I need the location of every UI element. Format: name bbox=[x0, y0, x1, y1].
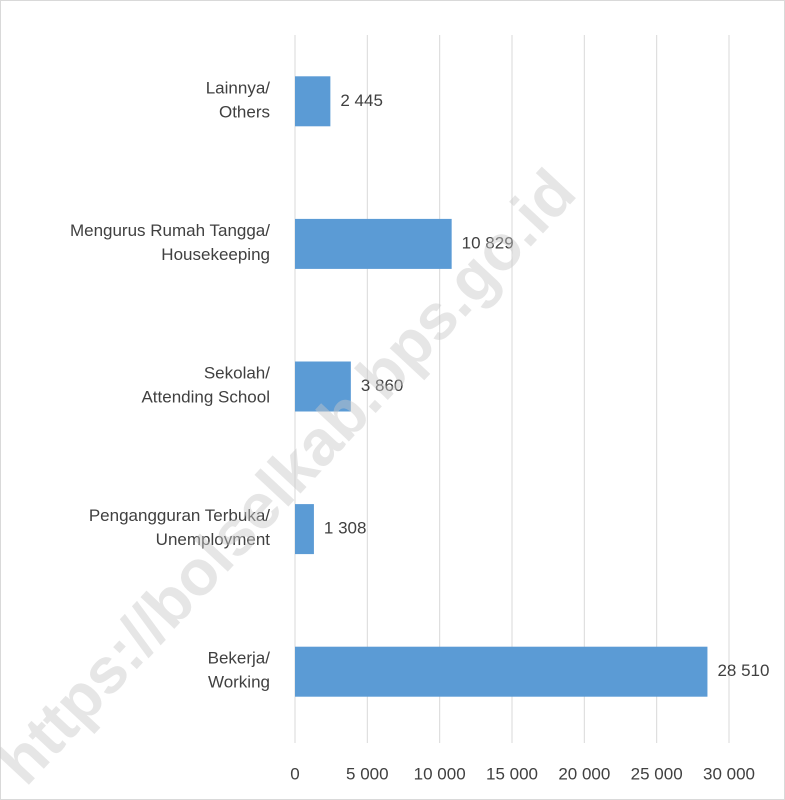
x-tick-label: 5 000 bbox=[346, 764, 389, 783]
y-tick-label: Bekerja/Working bbox=[208, 649, 271, 692]
bar bbox=[295, 76, 331, 127]
data-label: 3 860 bbox=[361, 376, 404, 395]
bar bbox=[295, 504, 314, 555]
x-tick-label: 20 000 bbox=[558, 764, 610, 783]
bar bbox=[295, 646, 708, 697]
bar bbox=[295, 361, 351, 412]
y-tick-label: Lainnya/Others bbox=[206, 79, 271, 122]
data-label: 10 829 bbox=[462, 233, 514, 252]
y-tick-label: Sekolah/Attending School bbox=[141, 364, 270, 407]
x-tick-label: 30 000 bbox=[703, 764, 755, 783]
x-tick-label: 0 bbox=[290, 764, 299, 783]
x-tick-label: 25 000 bbox=[631, 764, 683, 783]
data-label: 2 445 bbox=[340, 91, 383, 110]
y-tick-label: Pengangguran Terbuka/Unemployment bbox=[89, 507, 270, 550]
bar bbox=[295, 218, 452, 269]
data-label: 28 510 bbox=[717, 661, 769, 680]
data-label: 1 308 bbox=[324, 519, 367, 538]
plot: 0 5 000 10 000 15 000 20 000 25 000 30 000 Beke… bbox=[70, 35, 769, 783]
y-tick-label: Mengurus Rumah Tangga/Housekeeping bbox=[70, 221, 270, 264]
x-tick-label: 10 000 bbox=[414, 764, 466, 783]
x-tick-label: 15 000 bbox=[486, 764, 538, 783]
